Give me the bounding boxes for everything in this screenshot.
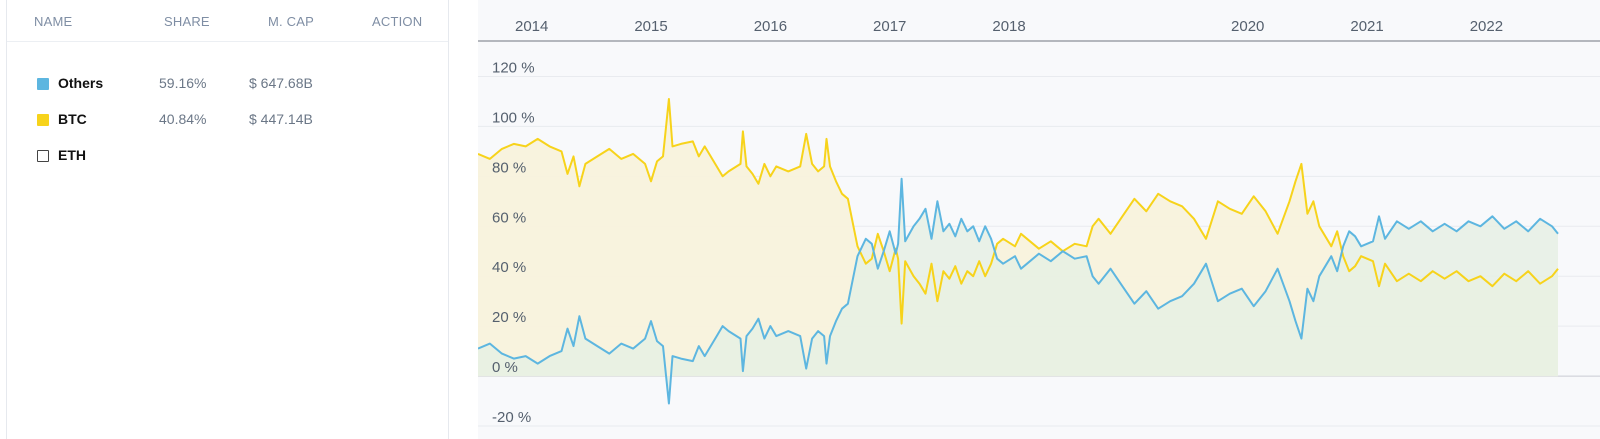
x-tick-label: 2021 <box>1350 18 1383 35</box>
others-toggle-checkbox[interactable] <box>37 78 49 90</box>
x-tick-label: 2020 <box>1231 18 1264 35</box>
btc-toggle-checkbox[interactable] <box>37 114 49 126</box>
y-tick-label: 60 % <box>492 209 526 226</box>
column-header-action: ACTION <box>372 14 423 29</box>
asset-name: ETH <box>58 147 86 163</box>
area-fills <box>478 99 1558 404</box>
series-lines <box>478 98 1559 405</box>
x-tick-label: 2017 <box>873 18 906 35</box>
asset-name: Others <box>58 75 104 91</box>
y-tick-label: 0 % <box>492 359 518 376</box>
y-tick-label: 20 % <box>492 309 526 326</box>
eth-toggle-checkbox[interactable] <box>37 150 49 162</box>
header-divider <box>7 41 448 42</box>
market-share-table: NAME SHARE M. CAP ACTION Others 59.16% $… <box>6 0 449 439</box>
y-tick-label: 100 % <box>492 109 535 126</box>
y-tick-label: 80 % <box>492 159 526 176</box>
dominance-chart-svg: 120 %100 %80 %60 %40 %20 %0 %-20 % 2014 2… <box>478 18 1600 427</box>
asset-share: 59.16% <box>159 75 207 91</box>
column-header-name[interactable]: NAME <box>34 14 73 29</box>
btc-line <box>478 98 1559 325</box>
x-tick-label: 2016 <box>754 18 787 35</box>
x-tick-label: 2015 <box>634 18 667 35</box>
x-tick-label: 2022 <box>1470 18 1503 35</box>
asset-name: BTC <box>58 111 87 127</box>
table-row-btc[interactable]: BTC 40.84% $ 447.14B <box>7 110 448 130</box>
asset-market-cap: $ 447.14B <box>249 111 313 127</box>
dominance-chart[interactable]: 120 % 100 % 80 % 60 % 40 % 20 % 0 % -20 % 2014 2… <box>478 0 1600 439</box>
asset-market-cap: $ 647.68B <box>249 75 313 91</box>
y-tick-labels: 120 % 100 % 80 % 60 % 40 % 20 % 0 % -20 % <box>492 59 535 426</box>
table-row-others[interactable]: Others 59.16% $ 647.68B <box>7 74 448 94</box>
column-header-share[interactable]: SHARE <box>164 14 210 29</box>
x-tick-label: 2014 <box>515 18 548 35</box>
column-header-mcap[interactable]: M. CAP <box>268 14 314 29</box>
x-tick-labels: 2014 2015 2016 2017 2018 2020 2021 2022 <box>515 18 1503 35</box>
others-area <box>478 178 1558 404</box>
y-tick-label: -20 % <box>492 409 531 426</box>
y-tick-label: 120 % <box>492 59 535 76</box>
y-tick-label: 40 % <box>492 259 526 276</box>
table-row-eth[interactable]: ETH <box>7 146 448 166</box>
x-tick-label: 2018 <box>992 18 1025 35</box>
others-line <box>478 177 1559 405</box>
asset-share: 40.84% <box>159 111 207 127</box>
